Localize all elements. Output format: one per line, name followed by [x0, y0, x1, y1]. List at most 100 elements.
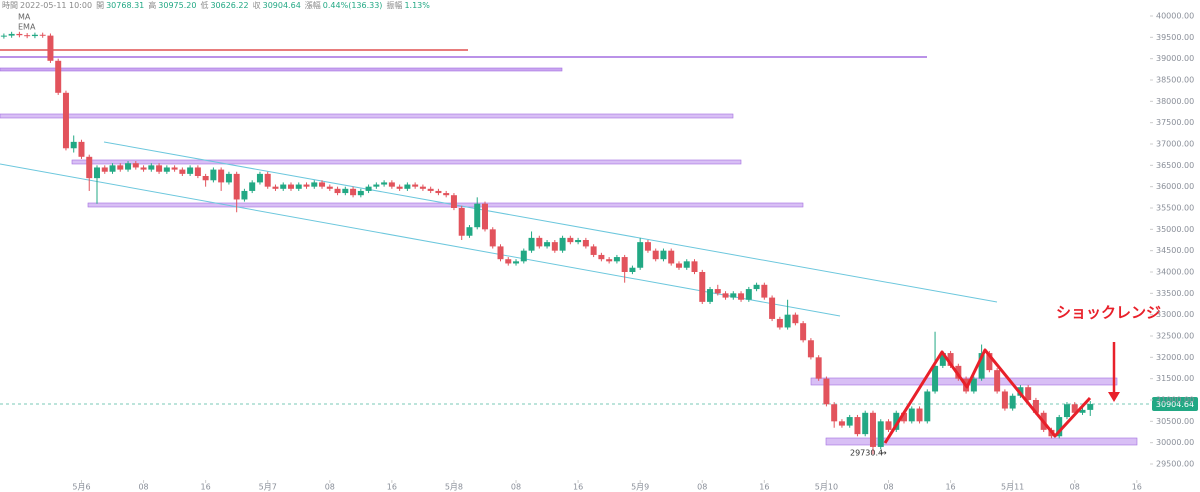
x-tick-label: 08: [697, 483, 707, 492]
y-tick-label: 39500.00: [1156, 33, 1194, 42]
x-tick-label: 08: [883, 483, 893, 492]
candle-body: [256, 173, 263, 183]
candle-body: [132, 163, 139, 168]
price-tag: 30904.64: [1152, 397, 1198, 411]
candle-body: [559, 237, 566, 251]
low-marker: 29730.4 →: [850, 449, 887, 458]
candle-body: [831, 404, 838, 422]
candle-body: [846, 417, 853, 426]
x-tick-label: 5月8: [445, 483, 463, 492]
candle-body: [225, 173, 232, 183]
header-label: 振幅: [386, 0, 402, 10]
candle-body: [171, 167, 178, 170]
zone: [825, 437, 1138, 446]
candle-body: [70, 141, 77, 149]
indicator: MA: [18, 13, 31, 22]
candle-body: [800, 323, 807, 341]
candle-body: [590, 246, 597, 255]
header-value: 30626.22: [210, 1, 248, 10]
candle-body: [978, 353, 985, 379]
candle-body: [249, 182, 256, 191]
candle-body: [621, 257, 628, 272]
price-tag-bg: [1152, 397, 1198, 411]
y-tick-label: 34000.00: [1156, 268, 1194, 277]
zone: [71, 159, 742, 165]
candle-body: [1071, 404, 1078, 413]
candle-body: [536, 237, 543, 247]
candle-body: [815, 357, 822, 379]
candle-body: [334, 188, 341, 194]
x-tick-label: 08: [1070, 483, 1080, 492]
candle-body: [544, 242, 551, 247]
candle-body: [365, 186, 372, 191]
header: 時間 2022-05-11 10:00 開 30768.31 高 30975.20 低 306…: [2, 0, 430, 10]
header-label: 漲幅: [305, 0, 321, 10]
candle-body: [435, 190, 442, 194]
y-tick-label: 31000.00: [1156, 396, 1194, 405]
candle-body: [272, 186, 279, 189]
y-tick-label: 29500.00: [1156, 460, 1194, 469]
header-value: 30768.31: [106, 1, 144, 10]
header-label: 低: [200, 0, 208, 10]
candles: [0, 31, 1094, 455]
x-tick-label: 08: [325, 483, 335, 492]
header-value: 30904.64: [263, 1, 301, 10]
candle-body: [675, 263, 682, 268]
candle-body: [932, 365, 939, 392]
candle-body: [699, 272, 706, 302]
candle-body: [109, 165, 116, 172]
candle-body: [1063, 404, 1070, 418]
candle-body: [419, 186, 426, 189]
axes: 29500.00 30000.00 30500.00 31000.00 31500.00…: [72, 12, 1194, 492]
low-label: 29730.4: [850, 449, 883, 458]
candle-body: [916, 408, 923, 422]
candle-body: [551, 242, 558, 251]
shock-range: ショックレンジ: [883, 304, 1161, 444]
candle-body: [513, 261, 520, 264]
y-tick-label: 35500.00: [1156, 204, 1194, 213]
indicator: EMA: [18, 23, 36, 32]
candle-body: [458, 208, 465, 236]
candle-body: [807, 340, 814, 358]
candle-body: [629, 267, 636, 272]
candle-body: [497, 246, 504, 260]
x-tick-label: 16: [201, 483, 211, 492]
candle-body: [1009, 395, 1016, 409]
candle-body: [474, 203, 481, 228]
candle-body: [86, 156, 93, 179]
candle-body: [8, 33, 15, 36]
candle-body: [24, 35, 31, 37]
candle-body: [939, 353, 946, 366]
candle-body: [241, 190, 248, 200]
candle-body: [179, 169, 186, 174]
candle-body: [140, 167, 147, 170]
candle-body: [986, 353, 993, 371]
candle-body: [955, 365, 962, 379]
candle-body: [443, 193, 450, 196]
candle-body: [404, 184, 411, 189]
candle-body: [745, 289, 752, 300]
x-tick-label: 5月9: [631, 483, 649, 492]
candle-body: [303, 184, 310, 187]
y-tick-label: 30000.00: [1156, 438, 1194, 447]
y-tick-label: 32000.00: [1156, 353, 1194, 362]
candle-body: [784, 314, 791, 328]
header-label: 開: [96, 1, 104, 10]
candle-body: [117, 165, 124, 170]
y-tick-label: 33000.00: [1156, 310, 1194, 319]
candle-body: [1056, 417, 1063, 437]
candle-body: [396, 186, 403, 189]
candle-body: [528, 237, 535, 251]
candle-body: [381, 182, 388, 185]
candle-body: [450, 195, 457, 208]
candle-body: [838, 421, 845, 426]
candle-body: [311, 182, 318, 187]
candle-body: [280, 184, 287, 189]
candle-body: [776, 318, 783, 328]
header-value: 2022-05-11 10:00: [20, 1, 92, 10]
candle-body: [39, 34, 46, 36]
y-tick-label: 39000.00: [1156, 54, 1194, 63]
candle-body: [730, 293, 737, 298]
candle-body: [148, 165, 155, 170]
